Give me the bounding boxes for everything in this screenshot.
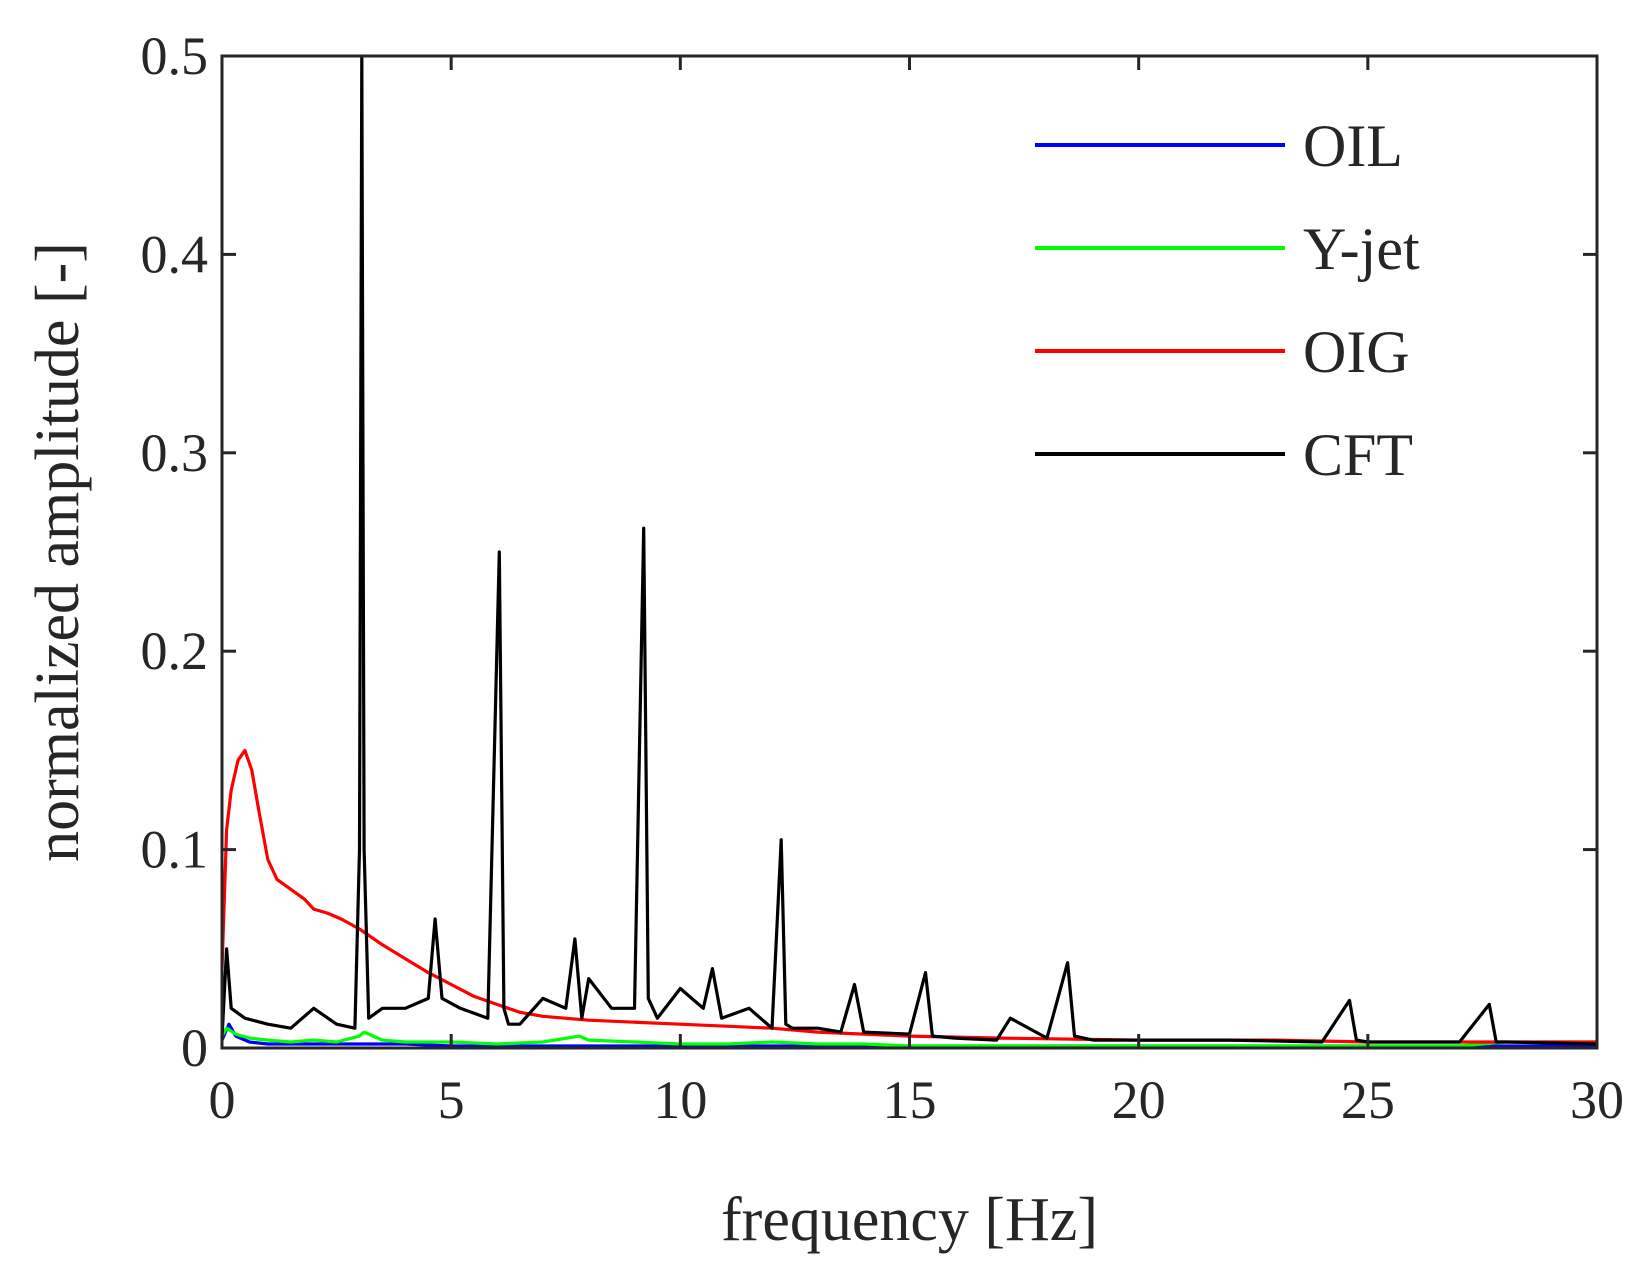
y-tick-label: 0.1 (141, 820, 209, 880)
series-line-cft (220, 54, 1598, 1046)
plot-area-background (222, 56, 1597, 1048)
legend: OIL Y-jet OIG CFT (1035, 113, 1420, 488)
x-tick-label: 10 (653, 1070, 707, 1130)
x-tick-label: 25 (1341, 1070, 1395, 1130)
x-tick-label: 0 (209, 1070, 236, 1130)
x-axis-label: frequency [Hz] (721, 1186, 1098, 1254)
x-tick-label: 15 (883, 1070, 937, 1130)
x-tick-label: 5 (438, 1070, 465, 1130)
ticks-group: 0 5 10 15 20 25 30 0 0.1 0.2 0.3 0.4 0.5 (141, 26, 1625, 1130)
legend-label-y-jet: Y-jet (1303, 216, 1420, 282)
legend-label-oig: OIG (1303, 319, 1410, 385)
y-tick-label: 0.2 (141, 621, 209, 681)
plot-frame (220, 54, 1599, 1050)
y-tick-label: 0.4 (141, 224, 209, 284)
y-tick-label: 0.3 (141, 423, 209, 483)
y-axis-label: normalized amplitude [-] (24, 242, 92, 862)
legend-label-cft: CFT (1303, 422, 1413, 488)
y-tick-label: 0 (181, 1018, 208, 1078)
x-tick-label: 20 (1112, 1070, 1166, 1130)
x-tick-label: 30 (1570, 1070, 1624, 1130)
legend-label-oil: OIL (1303, 113, 1403, 179)
y-tick-label: 0.5 (141, 26, 209, 86)
